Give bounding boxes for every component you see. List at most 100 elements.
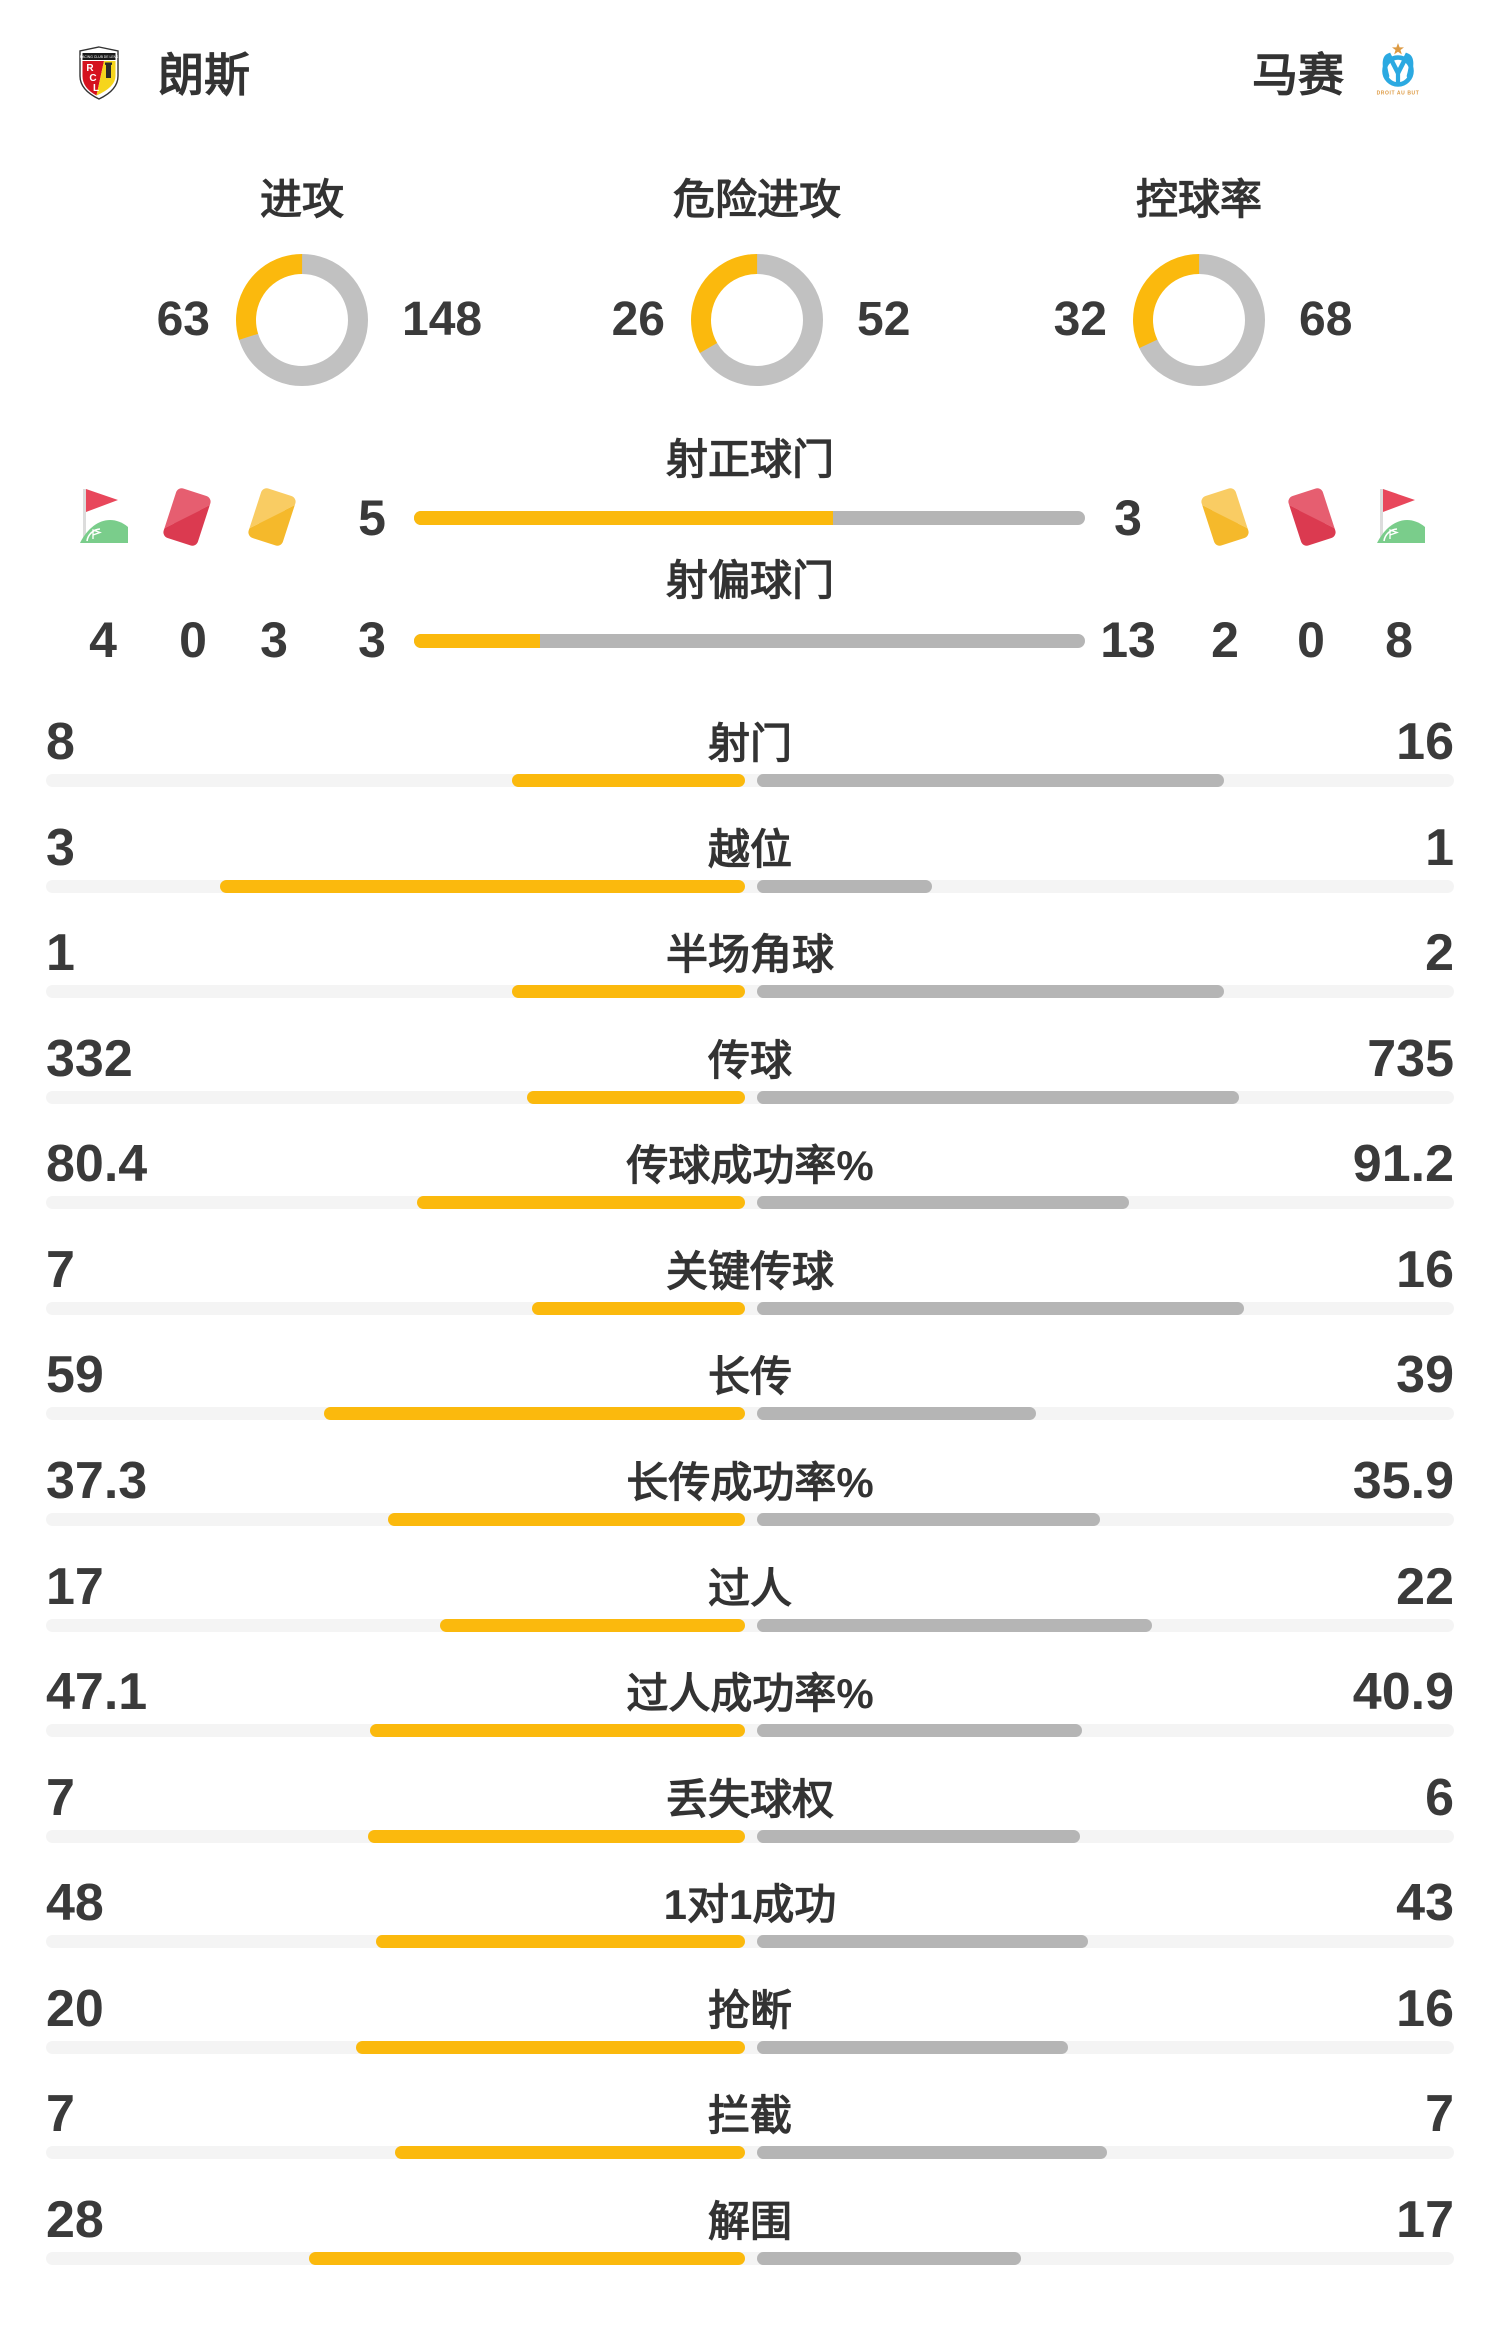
stat-bar-track <box>46 1512 1454 1526</box>
stat-value-away: 16 <box>1396 1240 1454 1299</box>
stat-bar-track <box>46 2040 1454 2054</box>
stat-label: 传球 <box>707 1036 792 1084</box>
donut-title-possession: 控球率 <box>1135 176 1262 223</box>
stat-row: 20 抢断 16 <box>46 1979 1454 2055</box>
home-team-name: 朗斯 <box>158 49 250 101</box>
stat-bar-away <box>757 879 932 893</box>
stat-value-home: 20 <box>46 1979 104 2038</box>
stat-row: 59 长传 39 <box>46 1345 1454 1421</box>
stat-value-away: 91.2 <box>1352 1135 1454 1194</box>
stat-value-away: 16 <box>1396 1979 1454 2038</box>
stat-value-home: 7 <box>46 1240 75 1299</box>
stat-value-home: 332 <box>46 1029 133 1088</box>
stat-label: 解围 <box>707 2197 792 2245</box>
stat-bar-track <box>46 1618 1454 1632</box>
red-card-icon <box>161 486 213 548</box>
stat-row: 17 过人 22 <box>46 1557 1454 1633</box>
stat-row: 48 1对1成功 43 <box>46 1873 1454 1949</box>
shots-on-target-bar <box>414 511 1085 525</box>
stat-bar-away <box>757 2146 1107 2160</box>
lens-crest-band-text: RACING CLUB DE LENS <box>80 55 119 59</box>
donut-away-value: 52 <box>857 293 911 346</box>
attacks-donut-chart <box>236 254 368 386</box>
stat-bar-home <box>220 879 745 893</box>
stat-value-home: 17 <box>46 1557 104 1616</box>
away-team-name: 马赛 <box>1252 49 1344 101</box>
stat-bar-away <box>757 2251 1022 2265</box>
stat-bar-track <box>46 985 1454 999</box>
stat-row: 28 解围 17 <box>46 2190 1454 2266</box>
yellow-card-icon <box>246 486 298 548</box>
stat-value-home: 7 <box>46 1768 75 1827</box>
stat-bar-track <box>46 1407 1454 1421</box>
stat-bar-home <box>531 1301 745 1315</box>
stat-value-away: 17 <box>1396 2190 1454 2249</box>
stat-label: 拦截 <box>707 2092 792 2140</box>
stat-row: 47.1 过人成功率% 40.9 <box>46 1662 1454 1738</box>
stat-bar-home <box>417 1196 745 1210</box>
stat-bar-home <box>375 1935 745 1949</box>
shots-off-target-home: 3 <box>358 612 386 668</box>
stat-value-away: 16 <box>1396 713 1454 771</box>
home-corners-count: 4 <box>89 612 117 668</box>
shots-off-target-bar <box>414 634 1085 648</box>
stat-bar-track <box>46 879 1454 893</box>
stat-value-home: 3 <box>46 818 75 877</box>
marseille-motto-text: DROIT AU BUT <box>1377 91 1420 97</box>
stat-bar-track <box>46 1935 1454 1949</box>
shots-off-target-title: 射偏球门 <box>665 557 834 604</box>
stat-bar-away <box>757 1724 1083 1738</box>
dangerous-attacks-donut-chart <box>691 254 823 386</box>
marseille-crest-icon: DROIT AU BUT <box>1377 43 1420 97</box>
shots-on-target-away: 3 <box>1114 490 1142 546</box>
corner-flag-icon <box>1377 489 1425 543</box>
red-card-icon <box>1286 486 1338 548</box>
stat-bar-home <box>323 1407 745 1421</box>
stat-value-home: 8 <box>46 713 75 771</box>
stat-value-home: 48 <box>46 1874 104 1933</box>
stat-row: 8 射门 16 <box>46 712 1454 788</box>
away-yellow-cards-count: 2 <box>1211 612 1239 668</box>
stat-value-home: 37.3 <box>46 1451 148 1510</box>
stat-bar-away <box>757 985 1224 999</box>
stat-label: 半场角球 <box>665 931 834 979</box>
stat-row: 332 传球 735 <box>46 1029 1454 1105</box>
stat-bar-track <box>46 2251 1454 2265</box>
stat-label: 丢失球权 <box>665 1775 834 1823</box>
svg-text:C: C <box>89 73 96 84</box>
stat-bar-track <box>46 1090 1454 1104</box>
donut-home-value: 26 <box>611 293 665 346</box>
stat-value-home: 7 <box>46 2085 75 2144</box>
stat-value-away: 1 <box>1425 818 1454 877</box>
stat-bar-home <box>370 1724 745 1738</box>
stat-value-home: 1 <box>46 924 75 983</box>
shots-off-target-bar-home-fill <box>414 634 540 648</box>
stat-label: 长传成功率% <box>626 1458 874 1506</box>
stat-bar-home <box>439 1618 745 1632</box>
home-red-cards-count: 0 <box>179 612 207 668</box>
stat-value-away: 39 <box>1396 1346 1454 1405</box>
stat-row: 7 关键传球 16 <box>46 1240 1454 1316</box>
donut-title-attacks: 进攻 <box>259 176 344 223</box>
stat-bar-away <box>757 1512 1101 1526</box>
stat-bar-track <box>46 774 1454 787</box>
lens-crest-icon: RACING CLUB DE LENS R C L <box>79 46 119 100</box>
stat-value-away: 35.9 <box>1352 1451 1454 1510</box>
donut-home-value: 63 <box>156 293 210 346</box>
stat-label: 长传 <box>707 1353 792 1401</box>
stat-row: 1 半场角球 2 <box>46 923 1454 999</box>
stat-value-away: 22 <box>1396 1557 1454 1616</box>
donut-away-value: 68 <box>1299 293 1353 346</box>
stat-bar-away <box>757 1618 1152 1632</box>
stat-bar-track <box>46 2146 1454 2160</box>
stat-bar-away <box>757 1301 1244 1315</box>
shots-off-target-away: 13 <box>1100 612 1156 668</box>
donut-away-value: 148 <box>402 293 483 346</box>
stat-row: 3 越位 1 <box>46 818 1454 894</box>
stat-bar-home <box>511 985 745 999</box>
stat-bar-away <box>757 1407 1036 1421</box>
stat-label: 传球成功率% <box>626 1142 874 1190</box>
stat-label: 关键传球 <box>665 1247 834 1295</box>
away-red-cards-count: 0 <box>1297 612 1325 668</box>
